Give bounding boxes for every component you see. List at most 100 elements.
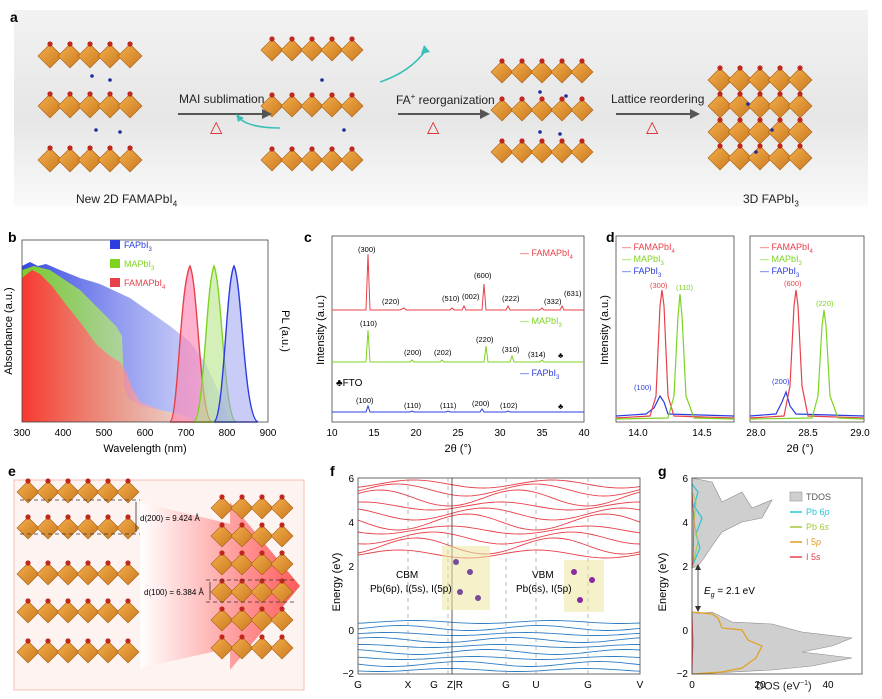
octahedron [97,93,123,119]
panel-g-xlabel-sup: −1 [800,680,808,687]
cbm-title: CBM [396,570,418,581]
octahedron [36,516,60,540]
band-line [358,644,640,648]
xtick: 35 [536,428,548,439]
ytick: 0 [682,626,688,637]
octahedron [116,600,140,624]
octahedron [510,140,534,164]
kpoint-label: U [532,680,539,691]
cbm-charge-density-inset [442,546,490,610]
iodine-atom [45,514,51,520]
iodine-atom [329,146,335,152]
d-legend-famapbi4-sub: 4 [672,249,676,255]
cbm-atom [457,589,463,595]
iodine-atom [777,143,783,149]
peak-label: (110) [404,401,421,410]
band-line [357,507,641,521]
iodine-atom [87,145,93,151]
iodine-atom [269,146,275,152]
octahedron [260,148,284,172]
iodine-atom [757,65,763,71]
d-left-fapbi3-trace [615,394,735,417]
iodine-atom [239,550,245,556]
xtick-600: 600 [137,428,154,439]
xrd-peak-labels-famapbi4: (300) (220) (510) (002) (600) (222) (332… [358,245,582,306]
vbm-inset-bg [564,560,604,612]
xtick: 10 [326,428,338,439]
kpoint-label: G [354,680,362,691]
d-legend-fapbi3-name: FAPbI [634,266,659,276]
legend-pb6p-orbital: p [824,507,830,517]
legend-i5s-orbital: s [816,552,821,562]
iodine-atom [279,606,285,612]
octahedron [250,580,274,604]
band-line [357,625,641,631]
octahedron [116,480,140,504]
iodine-atom [219,494,225,500]
octahedron [57,43,83,69]
legend-fapbi3-name: FAPbI [124,240,149,250]
panel-f-frame [357,477,641,675]
ytick: 4 [682,518,688,529]
panel-e: e d(200) = 9.424 Å d(100) = 6.384 Å [0,462,310,694]
octahedron [727,145,753,171]
iodine-atom [25,478,31,484]
kpoint-label: G [430,680,438,691]
octahedron [37,147,63,173]
iodine-atom [309,146,315,152]
band-line [357,489,641,507]
peak-label: (200) [404,348,422,357]
iodine-atom [559,138,565,144]
panel-a: a MAI sublimation △ FA+ reorganization △… [0,0,882,218]
octahedron [270,552,294,576]
iodine-atom [219,550,225,556]
panel-label-d: d [606,229,615,245]
octahedron [280,38,304,62]
trace-label-mapbi3-name: MAPbI [532,316,559,326]
octahedron [37,43,63,69]
iodine-atom [105,514,111,520]
fto-legend: ♣FTO [336,378,363,389]
d-legend2-famapbi4-sub: 4 [810,249,814,255]
iodine-atom [127,91,133,97]
octahedron [16,600,40,624]
iodine-atom [219,606,225,612]
xrd-peak-labels-mapbi3: (110) (200) (202) (220) (310) (314) [360,319,546,359]
iodine-atom [499,96,505,102]
peak-label: (100) [356,396,374,405]
vbm-title: VBM [532,570,554,581]
iodine-atom [797,91,803,97]
iodine-atom [579,96,585,102]
panel-d-plot: d (300) (110) (100) — FAMAPbI4 — MAPbI3 … [599,229,870,455]
legend-pb6p-name: Pb 6 [806,507,825,517]
xtick-700: 700 [178,428,195,439]
bandgap-arrowhead-down [695,606,701,612]
iodine-atom [579,58,585,64]
iodine-atom [67,145,73,151]
octahedron [570,60,594,84]
iodine-atom [499,138,505,144]
octahedron [787,145,813,171]
octahedron [280,94,304,118]
octahedron [300,94,324,118]
octahedron [96,562,120,586]
peak-label: (510) [442,294,460,303]
octahedron [117,147,143,173]
reaction-arrow-1 [178,109,272,119]
octahedron [280,148,304,172]
legend-famapbi4-sub: 4 [162,285,166,291]
iodine-atom [777,91,783,97]
octahedron [76,516,100,540]
d-legend-mapbi3-sub: 3 [661,261,665,267]
octahedron [210,524,234,548]
band-line [357,501,641,511]
legend-i5s: I 5s [806,552,821,562]
d-xtick-29-0: 29.0 [850,428,870,439]
d-left-famapbi4-trace [615,289,735,419]
vbm-atom [571,569,577,575]
band-line [357,668,641,672]
d-legend2-mapbi3-sub: 3 [799,261,803,267]
ytick: 6 [682,474,688,485]
band-lines [357,479,641,672]
octahedron [490,60,514,84]
